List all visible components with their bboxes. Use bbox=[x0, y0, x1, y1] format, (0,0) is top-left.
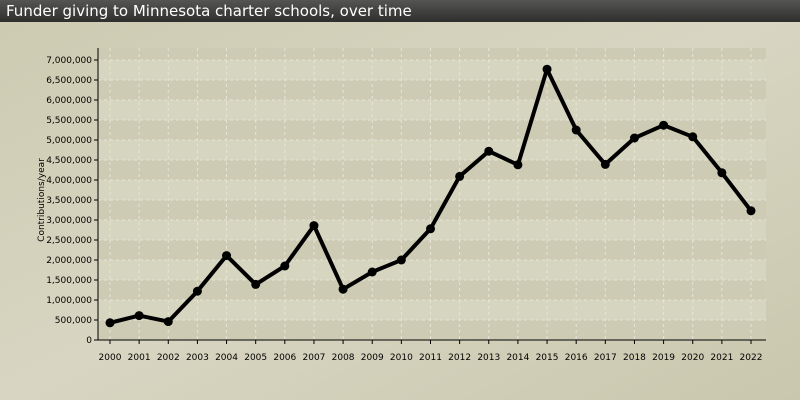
title-bar bbox=[0, 0, 800, 22]
x-tick-label: 2013 bbox=[477, 353, 500, 363]
y-tick-label: 2,500,000 bbox=[46, 236, 92, 246]
data-point bbox=[484, 146, 494, 156]
data-point bbox=[571, 125, 581, 135]
x-tick-label: 2019 bbox=[652, 353, 675, 363]
data-point bbox=[600, 159, 610, 169]
data-point bbox=[338, 284, 348, 294]
x-tick-label: 2016 bbox=[565, 353, 588, 363]
grid-lines bbox=[98, 48, 766, 341]
x-tick-label: 2020 bbox=[681, 353, 704, 363]
series-layer bbox=[105, 64, 756, 328]
x-tick-label: 2021 bbox=[710, 353, 733, 363]
data-point bbox=[134, 311, 144, 321]
y-axis-ticks: 0 500,000 1,000,000 1,500,000 2,000,000 2,500… bbox=[46, 56, 98, 346]
data-point bbox=[396, 255, 406, 265]
x-tick-label: 2009 bbox=[361, 353, 384, 363]
x-tick-label: 2008 bbox=[332, 353, 355, 363]
plot-band bbox=[98, 200, 766, 220]
x-tick-label: 2006 bbox=[273, 353, 296, 363]
x-tick-label: 2007 bbox=[303, 353, 326, 363]
plot-bands bbox=[98, 48, 766, 340]
x-tick-label: 2005 bbox=[244, 353, 267, 363]
data-point bbox=[629, 133, 639, 143]
data-point bbox=[163, 317, 173, 327]
plot-band bbox=[98, 320, 766, 340]
plot-band bbox=[98, 180, 766, 200]
x-tick-label: 2011 bbox=[419, 353, 442, 363]
plot-band bbox=[98, 100, 766, 120]
y-axis-title: Contributions/year bbox=[37, 158, 47, 242]
data-point bbox=[105, 318, 115, 328]
plot-band bbox=[98, 120, 766, 140]
x-tick-label: 2003 bbox=[186, 353, 209, 363]
x-tick-label: 2002 bbox=[157, 353, 180, 363]
plot-band bbox=[98, 60, 766, 80]
data-point bbox=[192, 286, 202, 296]
plot-band bbox=[98, 80, 766, 100]
y-tick-label: 2,000,000 bbox=[46, 256, 92, 266]
x-tick-label: 2001 bbox=[128, 353, 151, 363]
x-tick-label: 2018 bbox=[623, 353, 646, 363]
data-point bbox=[659, 120, 669, 130]
plot-band bbox=[98, 240, 766, 260]
x-tick-label: 2022 bbox=[740, 353, 763, 363]
data-point bbox=[309, 221, 319, 231]
y-tick-label: 0 bbox=[86, 336, 92, 346]
plot-band bbox=[98, 300, 766, 320]
plot-band bbox=[98, 140, 766, 160]
y-tick-label: 1,000,000 bbox=[46, 296, 92, 306]
plot-band bbox=[98, 260, 766, 280]
data-point bbox=[367, 267, 377, 277]
x-tick-label: 2004 bbox=[215, 353, 238, 363]
data-point bbox=[513, 160, 523, 170]
data-point bbox=[688, 132, 698, 142]
plot-band bbox=[98, 160, 766, 180]
y-tick-label: 500,000 bbox=[55, 316, 92, 326]
y-tick-label: 5,000,000 bbox=[46, 136, 92, 146]
x-tick-label: 2015 bbox=[536, 353, 559, 363]
data-point bbox=[251, 279, 261, 289]
x-tick-label: 2000 bbox=[99, 353, 122, 363]
y-tick-label: 4,000,000 bbox=[46, 176, 92, 186]
chart-title: Funder giving to Minnesota charter schoo… bbox=[6, 2, 412, 20]
data-point bbox=[542, 64, 552, 74]
x-tick-label: 2014 bbox=[506, 353, 529, 363]
x-tick-label: 2012 bbox=[448, 353, 471, 363]
x-tick-label: 2010 bbox=[390, 353, 413, 363]
data-point bbox=[717, 168, 727, 178]
y-tick-label: 6,500,000 bbox=[46, 76, 92, 86]
data-point bbox=[455, 171, 465, 181]
y-tick-label: 3,000,000 bbox=[46, 216, 92, 226]
y-tick-label: 4,500,000 bbox=[46, 156, 92, 166]
x-tick-label: 2017 bbox=[594, 353, 617, 363]
y-tick-label: 5,500,000 bbox=[46, 116, 92, 126]
data-point bbox=[746, 206, 756, 216]
y-tick-label: 7,000,000 bbox=[46, 56, 92, 66]
axes bbox=[97, 48, 766, 341]
x-axis-ticks: 2000 2001 2002 2003 2004 2005 2006 2007 2008 2009… bbox=[99, 340, 763, 363]
data-point bbox=[426, 224, 435, 234]
y-tick-label: 6,000,000 bbox=[46, 96, 92, 106]
y-tick-label: 1,500,000 bbox=[46, 276, 92, 286]
data-point bbox=[280, 261, 290, 271]
plot-band bbox=[98, 280, 766, 300]
data-point bbox=[222, 251, 232, 261]
y-tick-label: 3,500,000 bbox=[46, 196, 92, 206]
